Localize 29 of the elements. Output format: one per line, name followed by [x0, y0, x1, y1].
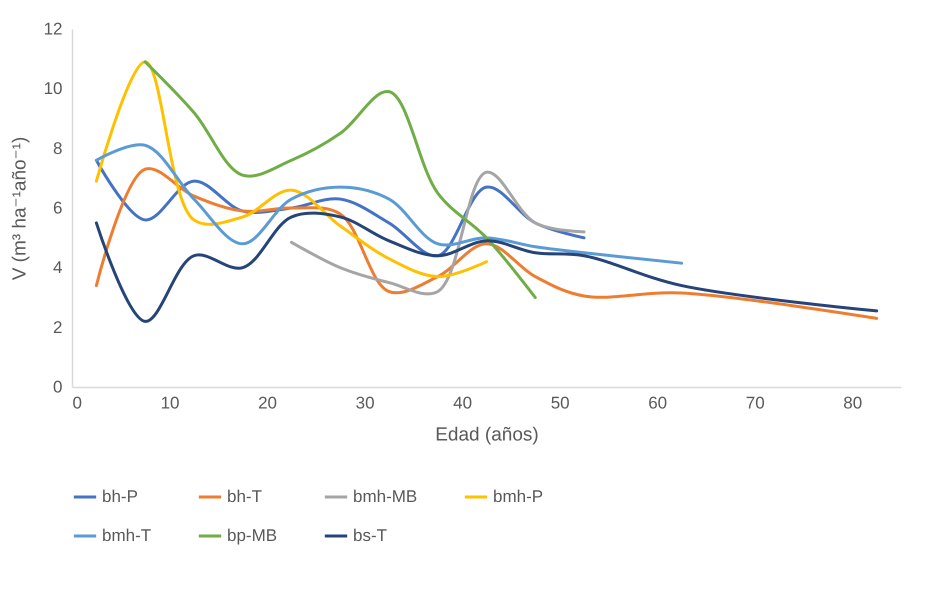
legend-label: bmh-MB [353, 487, 418, 506]
x-tick-label: 80 [843, 394, 862, 412]
x-axis-title: Edad (años) [435, 424, 539, 446]
x-tick-label: 60 [648, 394, 668, 412]
x-tick-label: 20 [258, 394, 278, 412]
line-series [94, 60, 488, 278]
line-series [94, 167, 878, 320]
y-tick-label: 10 [44, 79, 62, 98]
legend-label: bh-T [227, 487, 262, 506]
legend-label: bmh-T [102, 526, 152, 545]
y-tick-label: 8 [53, 138, 62, 158]
y-tick-label: 0 [53, 378, 62, 396]
x-tick-label: 50 [550, 394, 570, 412]
x-tick-label: 40 [453, 394, 472, 412]
legend-label: bmh-P [493, 487, 544, 506]
x-tick-label: 70 [746, 394, 765, 412]
y-tick-label: 12 [44, 20, 62, 38]
line-series [94, 144, 684, 265]
x-tick-label: 30 [356, 394, 375, 412]
legend-label: bs-T [353, 526, 387, 545]
y-tick-label: 6 [53, 198, 62, 218]
x-tick-label: 0 [72, 394, 82, 412]
y-axis-title: V (m³ ha⁻¹año⁻¹) [10, 136, 31, 280]
legend-label: bp-MB [227, 526, 278, 545]
line-series [144, 60, 537, 299]
legend-label: bh-P [102, 487, 138, 506]
y-tick-label: 2 [53, 318, 62, 337]
x-tick-label: 10 [160, 394, 180, 412]
y-tick-label: 4 [53, 258, 62, 278]
